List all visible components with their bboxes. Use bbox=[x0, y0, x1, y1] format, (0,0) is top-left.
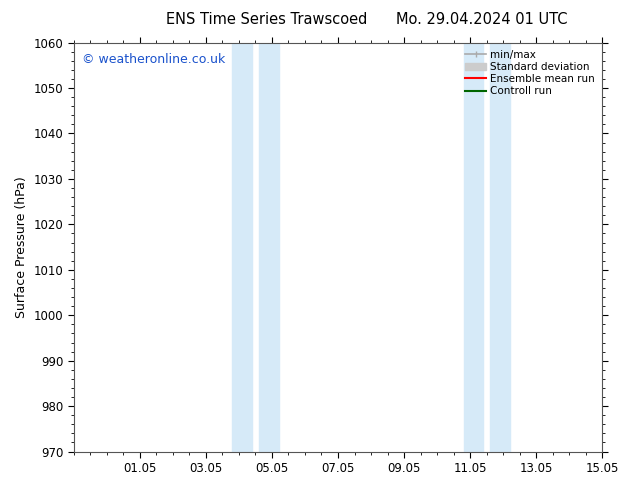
Text: ENS Time Series Trawscoed: ENS Time Series Trawscoed bbox=[165, 12, 367, 27]
Text: Mo. 29.04.2024 01 UTC: Mo. 29.04.2024 01 UTC bbox=[396, 12, 567, 27]
Bar bbox=[490, 43, 510, 452]
Legend: min/max, Standard deviation, Ensemble mean run, Controll run: min/max, Standard deviation, Ensemble me… bbox=[461, 46, 599, 100]
Bar bbox=[463, 43, 483, 452]
Y-axis label: Surface Pressure (hPa): Surface Pressure (hPa) bbox=[15, 176, 28, 318]
Text: © weatheronline.co.uk: © weatheronline.co.uk bbox=[82, 53, 225, 66]
Bar bbox=[232, 43, 252, 452]
Bar bbox=[259, 43, 278, 452]
